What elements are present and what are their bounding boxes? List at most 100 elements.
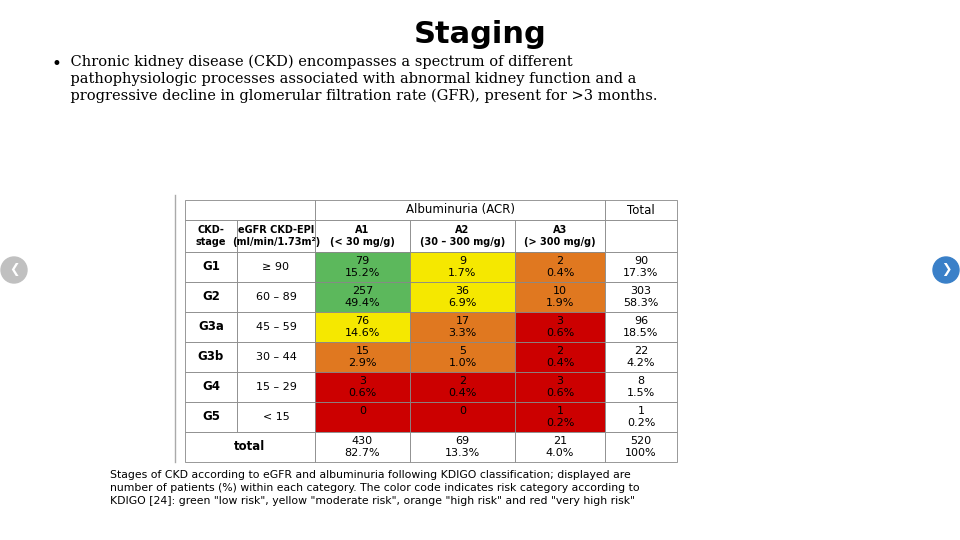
Text: < 15: < 15 [263,412,289,422]
Bar [185,200,315,220]
Bar [237,282,315,312]
Text: Chronic kidney disease (CKD) encompasses a spectrum of different: Chronic kidney disease (CKD) encompasses… [52,55,572,70]
Text: A1
(< 30 mg/g): A1 (< 30 mg/g) [330,225,395,247]
Text: pathophysiologic processes associated with abnormal kidney function and a: pathophysiologic processes associated wi… [52,72,636,86]
Text: 9
1.7%: 9 1.7% [448,256,477,278]
Bar [185,312,237,342]
Text: total: total [234,441,266,454]
Bar [515,282,605,312]
Bar [315,312,410,342]
Text: 8
1.5%: 8 1.5% [627,376,655,398]
Bar [237,372,315,402]
Bar [605,402,677,432]
Text: G3a: G3a [198,321,224,334]
Bar [185,372,237,402]
Bar [410,282,515,312]
Text: 2
0.4%: 2 0.4% [546,346,574,368]
Text: eGFR CKD-EPI
(ml/min/1.73m²): eGFR CKD-EPI (ml/min/1.73m²) [232,225,320,247]
Text: G3b: G3b [198,350,224,363]
Bar [237,342,315,372]
Bar [315,402,410,432]
Bar [410,402,515,432]
Bar [315,220,410,252]
Bar [315,432,410,462]
Bar [315,282,410,312]
Text: 257
49.4%: 257 49.4% [345,286,380,308]
Circle shape [933,257,959,283]
Bar [185,402,237,432]
Bar [605,342,677,372]
Text: 45 – 59: 45 – 59 [255,322,297,332]
Bar [605,200,677,220]
Text: 79
15.2%: 79 15.2% [345,256,380,278]
Text: 3
0.6%: 3 0.6% [348,376,376,398]
Bar [185,432,315,462]
Text: ❯: ❯ [941,264,951,276]
Text: 69
13.3%: 69 13.3% [444,436,480,458]
Text: 30 – 44: 30 – 44 [255,352,297,362]
Text: Albuminuria (ACR): Albuminuria (ACR) [405,204,515,217]
Bar [605,432,677,462]
Bar [605,312,677,342]
Circle shape [1,257,27,283]
Text: 17
3.3%: 17 3.3% [448,316,476,338]
Bar [410,372,515,402]
Bar [515,432,605,462]
Text: 0: 0 [459,406,466,428]
Text: 5
1.0%: 5 1.0% [448,346,476,368]
Text: 3
0.6%: 3 0.6% [546,376,574,398]
Bar [315,342,410,372]
Bar [515,402,605,432]
Text: 1
0.2%: 1 0.2% [627,406,655,428]
Bar [315,252,410,282]
Text: •: • [52,55,61,73]
Bar [185,220,237,252]
Text: 76
14.6%: 76 14.6% [345,316,380,338]
Text: 21
4.0%: 21 4.0% [546,436,574,458]
Bar [410,312,515,342]
Bar [237,220,315,252]
Text: 10
1.9%: 10 1.9% [546,286,574,308]
Bar [237,402,315,432]
Text: 90
17.3%: 90 17.3% [623,256,659,278]
Text: CKD-
stage: CKD- stage [196,225,227,247]
Text: 3
0.6%: 3 0.6% [546,316,574,338]
Text: 0: 0 [359,406,366,428]
Text: 60 – 89: 60 – 89 [255,292,297,302]
Text: G1: G1 [202,260,220,273]
Bar [410,252,515,282]
Bar [515,342,605,372]
Text: G5: G5 [202,410,220,423]
Bar [410,432,515,462]
Bar [605,282,677,312]
Text: 1
0.2%: 1 0.2% [546,406,574,428]
Bar [410,342,515,372]
Text: 15 – 29: 15 – 29 [255,382,297,392]
Text: ❮: ❮ [9,264,19,276]
Text: G2: G2 [202,291,220,303]
Bar [410,220,515,252]
Text: 96
18.5%: 96 18.5% [623,316,659,338]
Bar [605,372,677,402]
Bar [237,252,315,282]
Text: 22
4.2%: 22 4.2% [627,346,656,368]
Bar [185,282,237,312]
Text: KDIGO [24]: green "low risk", yellow "moderate risk", orange "high risk" and red: KDIGO [24]: green "low risk", yellow "mo… [110,496,635,506]
Text: Total: Total [627,204,655,217]
Text: G4: G4 [202,381,220,394]
Text: A2
(30 – 300 mg/g): A2 (30 – 300 mg/g) [420,225,505,247]
Bar [605,220,677,252]
Bar [605,252,677,282]
Text: 303
58.3%: 303 58.3% [623,286,659,308]
Bar [185,252,237,282]
Text: 430
82.7%: 430 82.7% [345,436,380,458]
Bar [237,312,315,342]
Text: 36
6.9%: 36 6.9% [448,286,477,308]
Text: number of patients (%) within each category. The color code indicates risk categ: number of patients (%) within each categ… [110,483,639,493]
Text: 520
100%: 520 100% [625,436,657,458]
Text: ≥ 90: ≥ 90 [262,262,290,272]
Bar [515,372,605,402]
Text: 2
0.4%: 2 0.4% [448,376,477,398]
Bar [185,342,237,372]
Text: A3
(> 300 mg/g): A3 (> 300 mg/g) [524,225,596,247]
